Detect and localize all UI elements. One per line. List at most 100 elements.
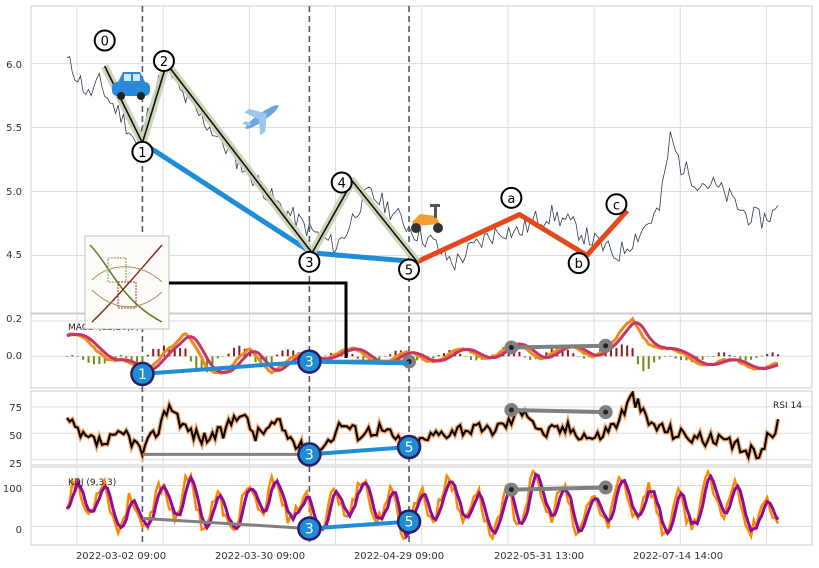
macd-line <box>66 316 779 376</box>
scooter-icon <box>411 204 443 233</box>
macd-hist-bar <box>771 352 774 357</box>
macd-hist-bar <box>389 354 392 357</box>
rsi-divergence-label-0: 3 <box>305 447 314 463</box>
macd-hist-bar <box>658 356 661 360</box>
macd-hist-bar <box>130 356 133 361</box>
rsi-ytick-0: 75 <box>9 403 22 414</box>
wave-label-circle-3 <box>298 250 321 273</box>
macd-hist-bar <box>712 356 715 357</box>
macd-hist-bar <box>254 356 257 363</box>
kdj-divergence-line <box>309 519 410 531</box>
macd-hist-bar <box>475 356 478 361</box>
macd-hist-bar <box>572 353 575 357</box>
macd-hist-bar <box>739 356 742 361</box>
price-ytick-3: 4.5 <box>6 250 22 261</box>
macd-hist-bar <box>674 356 677 359</box>
wave-label-3: 3 <box>305 256 313 271</box>
rsi-divergence-line <box>309 445 410 457</box>
macd-gray-dot-core-1 <box>603 343 609 349</box>
macd-hist-bar <box>125 356 128 359</box>
rsi-divergence-label-1: 5 <box>405 440 414 456</box>
macd-hist-bar <box>238 345 241 357</box>
price-y-ticks: 6.0 5.5 5.0 4.5 <box>6 60 22 261</box>
macd-hist-bar <box>437 355 440 357</box>
macd-hist-bar <box>642 356 645 372</box>
car-icon <box>112 72 150 100</box>
macd-gray-line <box>511 343 606 350</box>
macd-hist-bar <box>136 356 139 363</box>
wave-label-0: 0 <box>101 35 109 50</box>
kdj-y-ticks: 100 0 <box>3 484 22 536</box>
macd-hist-bar <box>286 349 289 357</box>
macd-hist-bar <box>459 353 462 357</box>
macd-hist-bar <box>98 356 101 364</box>
macd-hist-bar <box>750 356 753 360</box>
macd-hist-bar <box>469 356 472 360</box>
macd-divergence-label-1: 3 <box>305 355 314 371</box>
wave-label-circle-1 <box>131 140 154 163</box>
macd-hist-bar <box>432 356 435 359</box>
wave-label-a: a <box>507 192 515 207</box>
macd-hist-bar <box>766 354 769 357</box>
wave-label-1: 1 <box>138 146 146 161</box>
macd-hist-bar <box>545 352 548 357</box>
macd-ytick-1: 0.0 <box>6 351 22 362</box>
macd-signal-line <box>66 321 779 374</box>
macd-hist-bar <box>222 356 225 357</box>
macd-hist-bar <box>324 355 327 357</box>
rsi-layer <box>65 391 781 465</box>
inset-leader-line <box>169 281 348 358</box>
rsi-gray-line <box>511 408 606 415</box>
kdj-ytick-1: 0 <box>16 525 22 536</box>
macd-hist-bar <box>114 356 117 359</box>
macd-hist-bar <box>76 356 79 357</box>
macd-hist-bar <box>443 353 446 357</box>
macd-hist-bar <box>706 356 709 357</box>
macd-hist-bar <box>685 356 688 361</box>
x-tick-labels: 2022-03-02 09:00 2022-03-30 09:00 2022-0… <box>76 551 723 562</box>
macd-hist-bar <box>189 356 192 362</box>
xtick-4: 2022-07-14 14:00 <box>633 551 723 562</box>
price-line <box>66 56 779 272</box>
macd-hist-bar <box>631 348 634 357</box>
kdj-gray-line <box>511 485 606 492</box>
macd-hist-bar <box>378 356 381 360</box>
xtick-2: 2022-04-29 09:00 <box>354 551 444 562</box>
price-layer <box>66 56 779 272</box>
macd-hist-bar <box>723 352 726 357</box>
macd-hist-bar <box>292 350 295 357</box>
wave-label-4: 4 <box>338 177 346 192</box>
macd-hist-bar <box>173 349 176 357</box>
macd-hist-bar <box>680 356 683 361</box>
rsi-gray-dot-core-0 <box>508 407 514 413</box>
macd-hist-bar <box>216 356 219 359</box>
kdj-divergence-marker-0 <box>297 516 322 541</box>
kdj-ytick-0: 100 <box>3 484 22 495</box>
macd-hist-bar <box>351 354 354 357</box>
macd-hist-bar <box>356 356 359 359</box>
macd-hist-bar <box>152 348 155 357</box>
macd-hist-bar <box>620 344 623 357</box>
rsi-ytick-1: 50 <box>9 431 22 442</box>
macd-hist-bar <box>577 356 580 357</box>
macd-hist-bar <box>647 356 650 369</box>
wave-label-circle-5 <box>398 258 421 281</box>
macd-hist-bar <box>206 356 209 373</box>
macd-hist-bar <box>281 350 284 357</box>
wave-label-5: 5 <box>405 264 413 279</box>
macd-hist-bar <box>755 356 758 359</box>
macd-gray-dot-core-0 <box>508 344 514 350</box>
macd-hist-bar <box>66 356 68 357</box>
macd-hist-bar <box>82 356 85 360</box>
wave-label-circle-b <box>567 252 590 275</box>
price-ytick-1: 5.5 <box>6 123 22 134</box>
macd-divergence-label-0: 1 <box>138 367 147 383</box>
wave-label-circle-4 <box>330 171 353 194</box>
impulse-wave-line <box>103 62 418 263</box>
macd-hist-bar <box>744 356 747 361</box>
macd-hist-bar <box>146 354 149 357</box>
macd-hist-bar <box>270 356 273 365</box>
macd-hist-bar <box>610 348 613 357</box>
macd-hist-bar <box>561 348 564 357</box>
